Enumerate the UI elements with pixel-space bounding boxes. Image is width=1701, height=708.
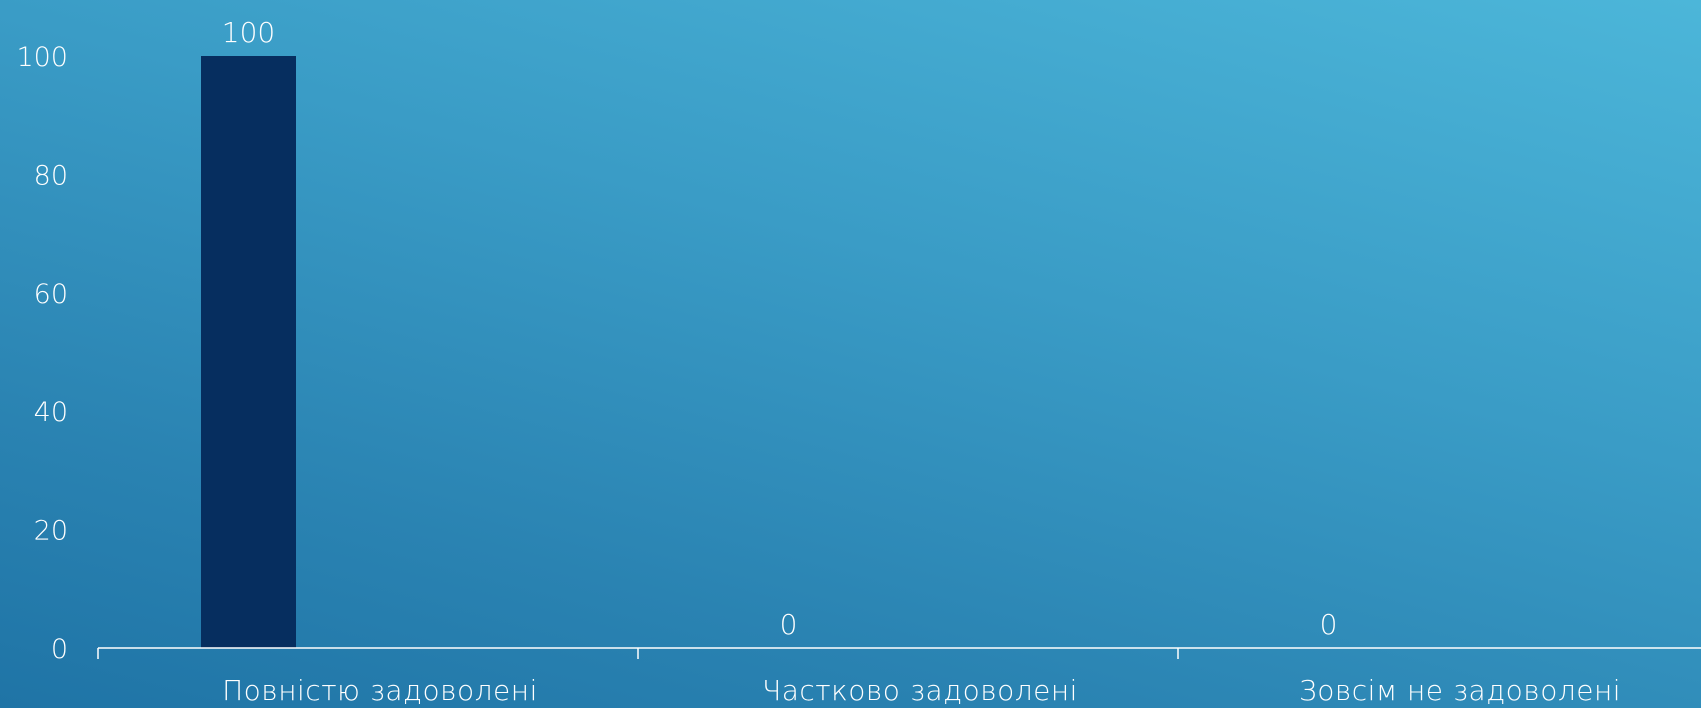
y-tick-label-1: 20 xyxy=(34,516,68,547)
bar-0 xyxy=(201,56,296,648)
y-tick-label-0: 0 xyxy=(51,634,68,665)
x-axis-category-labels: Повністю задоволені Частково задоволені Зо… xyxy=(222,674,1621,707)
y-tick-label-2: 40 xyxy=(34,397,68,428)
bars xyxy=(201,56,296,648)
data-label-2: 0 xyxy=(1320,608,1338,641)
y-tick-label-3: 60 xyxy=(34,279,68,310)
data-label-0: 100 xyxy=(222,16,275,49)
y-tick-label-4: 80 xyxy=(34,160,68,191)
category-label-1: Частково задоволені xyxy=(762,674,1078,707)
category-label-2: Зовсім не задоволені xyxy=(1299,674,1621,707)
category-label-0: Повністю задоволені xyxy=(222,674,538,707)
data-labels: 100 0 0 xyxy=(222,16,1338,641)
y-axis-tick-labels: 0 20 40 60 80 100 xyxy=(16,42,68,665)
y-tick-label-5: 100 xyxy=(16,42,68,73)
data-label-1: 0 xyxy=(780,608,798,641)
x-axis xyxy=(97,647,1701,659)
